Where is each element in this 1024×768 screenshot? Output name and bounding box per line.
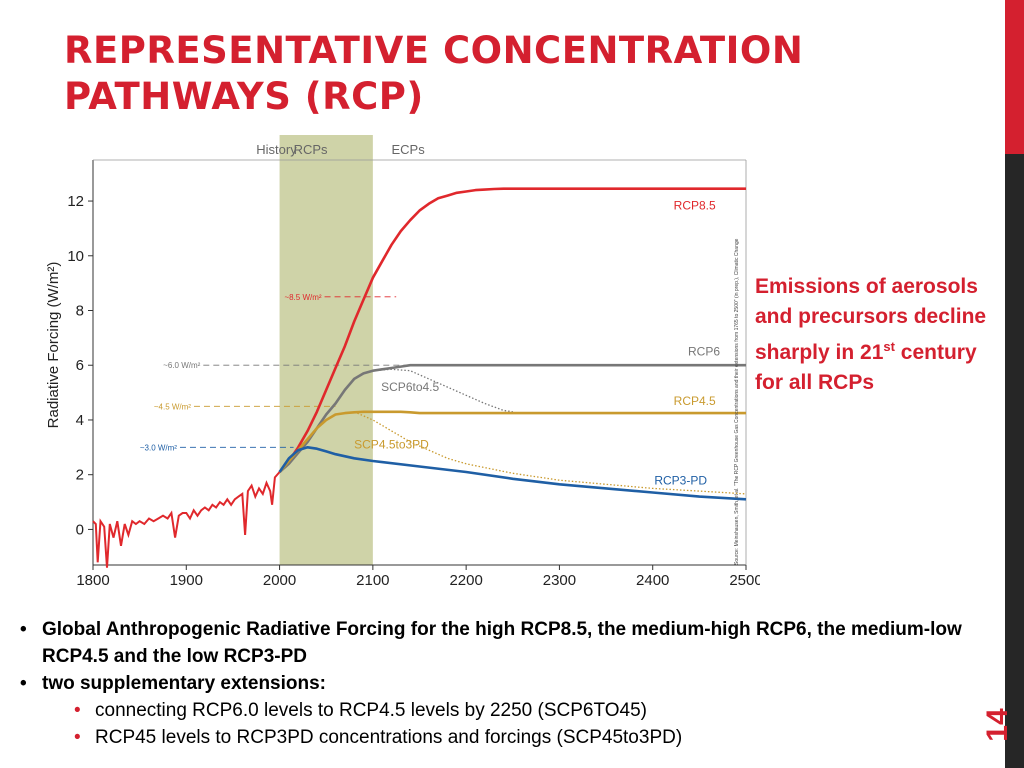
x-tick-label-1900: 1900	[170, 572, 203, 589]
sub-bullet-scp6to45: connecting RCP6.0 levels to RCP4.5 level…	[20, 697, 980, 724]
aerosol-note-superscript: st	[883, 339, 895, 354]
sub-bullet-scp45to3pd: RCP45 levels to RCP3PD concentrations an…	[20, 724, 980, 751]
x-tick-label-2000: 2000	[263, 572, 296, 589]
slide-title-line2: PATHWAYS (RCP)	[64, 75, 424, 118]
aerosol-note-end: century for all RCPs	[755, 341, 977, 394]
series-label-rcp3-pd: RCP3-PD	[654, 473, 707, 487]
reference-label-1: ~6.0 W/m²	[163, 361, 200, 370]
aerosol-note: Emissions of aerosols and precursors dec…	[755, 272, 1000, 398]
rcp-period-band	[279, 135, 373, 565]
y-tick-label-0: 0	[76, 521, 84, 538]
x-tick-label-2100: 2100	[356, 572, 389, 589]
aerosol-note-text: Emissions of aerosols and precursors dec…	[755, 275, 987, 364]
side-accent-bar	[1005, 0, 1024, 154]
y-tick-label-12: 12	[67, 193, 84, 210]
reference-label-2: ~4.5 W/m²	[154, 402, 191, 411]
series-label-scp6to4-5: SCP6to4.5	[381, 380, 439, 394]
x-tick-label-2400: 2400	[636, 572, 669, 589]
period-label-history: History	[256, 142, 297, 157]
x-tick-label-1800: 1800	[76, 572, 109, 589]
bullet-extensions: two supplementary extensions:	[20, 670, 980, 697]
x-tick-label-2300: 2300	[543, 572, 576, 589]
series-line-scp6to4-5	[372, 368, 513, 413]
period-label-rcps: RCPs	[294, 142, 328, 157]
series-line-scp4-5to3pd	[353, 411, 747, 495]
slide-title: REPRESENTATIVE CONCENTRATION PATHWAYS (R…	[64, 28, 803, 120]
radiative-forcing-chart: 1800 1900 2000 2100 2200 2300 2400 2500 0 2 4 6 8 10 1…	[45, 135, 760, 589]
y-tick-label-2: 2	[76, 467, 84, 484]
series-line-rcp8-5	[278, 187, 746, 473]
slide-title-line1: REPRESENTATIVE CONCENTRATION	[64, 29, 804, 72]
series-label-rcp6: RCP6	[688, 345, 720, 359]
history-line	[92, 471, 281, 568]
x-tick-label-2500: 2500	[729, 572, 760, 589]
series-label-scp4-5to3pd: SCP4.5to3PD	[354, 438, 429, 452]
bullet-forcing: Global Anthropogenic Radiative Forcing f…	[20, 616, 980, 670]
y-tick-label-10: 10	[67, 248, 84, 265]
series-label-rcp8-5: RCP8.5	[674, 198, 716, 212]
y-tick-label-4: 4	[76, 412, 84, 429]
bullet-list: Global Anthropogenic Radiative Forcing f…	[20, 616, 980, 751]
reference-label-0: ~8.5 W/m²	[284, 293, 321, 302]
series-line-rcp3-pd	[278, 446, 747, 501]
y-tick-label-8: 8	[76, 303, 84, 320]
series-label-rcp4-5: RCP4.5	[674, 394, 716, 408]
y-tick-label-6: 6	[76, 357, 84, 374]
series-line-rcp6	[278, 363, 746, 473]
x-tick-label-2200: 2200	[449, 572, 482, 589]
page-number: 14	[981, 708, 1014, 742]
period-label-ecps: ECPs	[392, 142, 426, 157]
source-note: Source: Meinshausen, Smith, et al. "The …	[734, 238, 740, 565]
y-axis-label: Radiative Forcing (W/m²)	[45, 262, 62, 429]
reference-label-3: ~3.0 W/m²	[140, 443, 177, 452]
side-dark-bar	[1005, 154, 1024, 768]
series-line-rcp4-5	[278, 410, 746, 473]
